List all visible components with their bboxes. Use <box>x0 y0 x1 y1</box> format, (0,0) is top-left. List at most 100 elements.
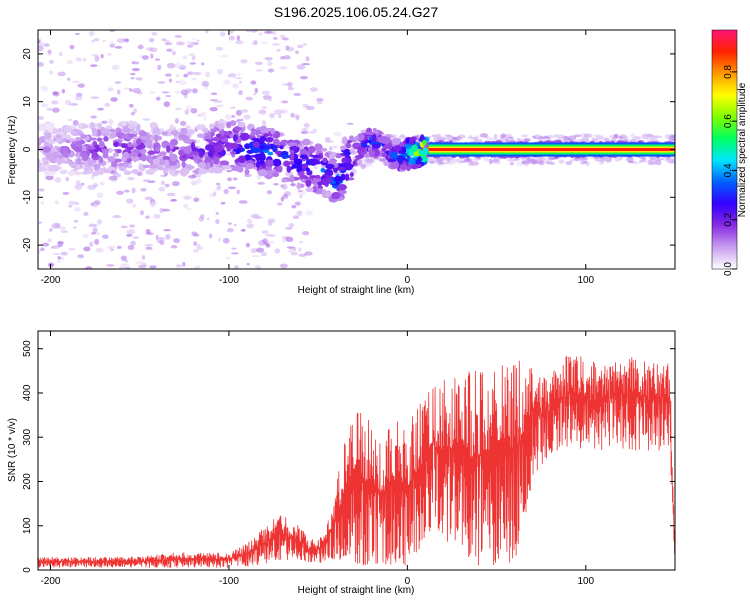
snr-y-tick-label: 0 <box>22 567 33 573</box>
spectrogram-blob <box>338 166 345 172</box>
spectrogram-speck <box>264 241 269 246</box>
spectrogram-speck <box>596 136 605 141</box>
spectrogram-speck <box>220 55 229 58</box>
spectrogram-speck <box>140 210 144 216</box>
spectrogram-blob <box>301 138 311 146</box>
spectrogram-blob <box>209 123 215 129</box>
spectrogram-blob <box>48 127 54 133</box>
spectrogram-speck <box>281 237 286 244</box>
spectrogram-blob <box>118 162 124 167</box>
spectrogram-speck <box>287 87 295 91</box>
spectrogram-blob <box>206 162 211 170</box>
spectrogram-speck <box>250 248 258 253</box>
spectrogram-speck <box>130 72 136 76</box>
spectrogram-blob <box>87 146 96 150</box>
spectrogram-blob <box>52 153 62 159</box>
spectrogram-speck <box>97 107 104 111</box>
spectrogram-blob <box>70 163 77 167</box>
spectrogram-blob <box>63 151 69 158</box>
spectrogram-speck <box>654 135 663 139</box>
spectrogram-speck <box>222 237 230 244</box>
spectrogram-blob <box>280 154 291 159</box>
spectrogram-speck <box>299 240 304 244</box>
spectrogram-blob <box>259 135 267 142</box>
spectrogram-speck <box>74 95 83 101</box>
spectrogram-speck <box>180 89 188 96</box>
spectrogram-blob <box>305 186 314 193</box>
spectrogram-blob <box>179 167 189 176</box>
spectrogram-speck <box>209 193 215 197</box>
spectrogram-speck <box>82 57 87 62</box>
spectrogram-blob <box>259 159 265 165</box>
spectrogram-blob <box>91 151 99 158</box>
spectrogram-blob <box>109 128 115 133</box>
spectrogram-speck <box>69 45 75 50</box>
spectrogram-blob <box>198 168 208 175</box>
spectrogram-speck <box>182 195 192 200</box>
spectrogram-blob <box>130 130 138 135</box>
spectrogram-speck <box>279 263 288 269</box>
spectrogram-blob <box>230 151 237 155</box>
spectrogram-speck <box>164 234 171 240</box>
spectrogram-speck <box>116 245 122 250</box>
spectrogram-speck <box>175 264 183 268</box>
spectrogram-speck <box>101 120 108 124</box>
spectrogram-speck <box>196 178 202 184</box>
spectrogram-speck <box>282 194 289 199</box>
spectrogram-x-tick-label: 0 <box>405 275 411 286</box>
spectrogram-speck <box>493 136 497 141</box>
spectrogram-blob <box>333 167 338 173</box>
spectrogram-blob <box>191 151 200 156</box>
spectrogram-blob <box>409 136 417 141</box>
spectrogram-blob <box>98 156 104 164</box>
spectrogram-speck <box>240 59 248 64</box>
spectrogram-blob <box>116 149 122 154</box>
snr-y-tick-label: 300 <box>22 428 33 445</box>
spectrogram-blob <box>161 131 169 136</box>
spectrogram-blob <box>91 127 98 136</box>
spectrogram-speck <box>90 64 98 67</box>
spectrogram-speck <box>365 163 373 168</box>
spectrogram-blob <box>223 131 232 136</box>
spectrogram-speck <box>290 112 295 118</box>
snr-panel: -200 -100 0 100 0 100 200 300 400 500 Height of s… <box>7 330 676 596</box>
spectrogram-speck <box>285 46 295 52</box>
spectrogram-blob <box>63 126 73 133</box>
spectrogram-speck <box>41 242 50 247</box>
spectrogram-speck <box>583 133 593 138</box>
spectrogram-speck <box>253 93 257 96</box>
spectrogram-blob <box>343 162 354 171</box>
spectrogram-blob <box>38 139 42 147</box>
spectrogram-speck <box>250 30 258 33</box>
spectrogram-blob <box>198 150 204 158</box>
spectrogram-speck <box>651 134 655 139</box>
spectrogram-speck <box>166 62 176 69</box>
spectrogram-speck <box>582 161 588 164</box>
spectrogram-speck <box>173 238 181 244</box>
spectrogram-speck <box>145 232 154 236</box>
spectrogram-speck <box>112 215 122 219</box>
snr-ticks: -200 -100 0 100 0 100 200 300 400 500 <box>22 331 675 587</box>
spectrogram-speck <box>239 80 243 84</box>
spectrogram-speck <box>541 136 550 140</box>
spectrogram-speck <box>124 38 130 43</box>
spectrogram-speck <box>94 238 100 245</box>
spectrogram-speck <box>193 265 201 269</box>
spectrogram-speck <box>213 92 218 95</box>
spectrogram-blob <box>362 140 369 144</box>
spectrogram-speck <box>47 49 52 54</box>
spectrogram-blob <box>255 129 260 136</box>
spectrogram-speck <box>141 187 148 190</box>
spectrogram-speck <box>633 161 640 165</box>
spectrogram-blob <box>311 154 321 158</box>
spectrogram-y-axis-label: Frequency (Hz) <box>7 116 18 185</box>
colorbar-label: Normalized spectral amplitude <box>737 82 748 217</box>
spectrogram-speck <box>261 90 271 95</box>
spectrogram-blob <box>345 141 351 149</box>
spectrogram-speck <box>255 69 263 72</box>
spectrogram-speck <box>285 236 294 243</box>
spectrogram-speck <box>274 248 280 254</box>
spectrogram-speck <box>547 155 554 161</box>
spectrogram-speck <box>196 246 204 251</box>
spectrogram-speck <box>507 136 514 139</box>
